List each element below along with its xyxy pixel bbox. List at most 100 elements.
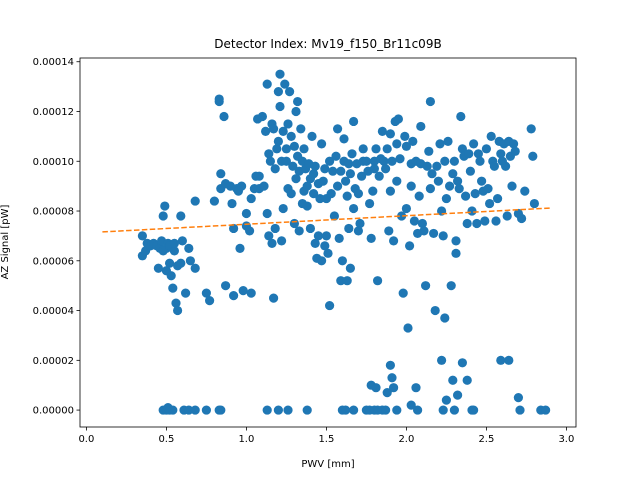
scatter-point xyxy=(299,144,309,154)
scatter-point xyxy=(333,181,343,191)
scatter-point xyxy=(400,131,410,141)
scatter-point xyxy=(281,144,291,154)
scatter-point xyxy=(309,169,319,179)
scatter-point xyxy=(435,139,445,149)
scatter-point xyxy=(336,166,346,176)
plot-frame xyxy=(79,57,577,428)
scatter-point xyxy=(446,281,456,291)
scatter-point xyxy=(353,226,363,236)
scatter-point xyxy=(425,184,435,194)
scatter-point xyxy=(397,211,407,221)
scatter-point xyxy=(457,144,467,154)
scatter-point xyxy=(342,276,352,286)
scatter-point xyxy=(357,171,367,181)
scatter-point xyxy=(310,161,320,171)
trend-line-layer xyxy=(102,207,551,233)
scatter-point xyxy=(214,94,224,104)
scatter-point xyxy=(262,208,272,219)
scatter-point xyxy=(341,405,351,415)
scatter-point xyxy=(393,114,403,124)
scatter-point xyxy=(392,176,402,186)
scatter-point xyxy=(465,166,475,176)
scatter-point xyxy=(288,161,298,171)
x-tick-label: 0.0 xyxy=(78,434,94,445)
scatter-point xyxy=(273,405,283,415)
scatter-point xyxy=(427,169,437,179)
scatter-point xyxy=(313,231,323,241)
scatter-point xyxy=(451,236,461,246)
scatter-point xyxy=(496,149,506,159)
scatter-point xyxy=(168,405,178,415)
scatter-point xyxy=(408,136,418,146)
scatter-point xyxy=(401,141,411,151)
scatter-point xyxy=(422,161,432,171)
scatter-point xyxy=(374,171,384,181)
scatter-point xyxy=(365,198,375,209)
scatter-point xyxy=(168,283,178,293)
scatter-point xyxy=(185,256,195,266)
scatter-point xyxy=(366,233,376,243)
scatter-point xyxy=(315,193,325,204)
scatter-point xyxy=(176,211,186,221)
scatter-point xyxy=(302,201,312,211)
scatter-point xyxy=(309,189,319,199)
scatter-point xyxy=(443,136,453,146)
scatter-point xyxy=(245,226,255,236)
scatter-point xyxy=(158,211,168,221)
scatter-point xyxy=(269,124,279,134)
scatter-point xyxy=(184,243,194,253)
scatter-point xyxy=(507,181,517,191)
x-axis-label: PWV [mm] xyxy=(301,459,354,470)
scatter-point xyxy=(425,96,435,107)
scatter-point xyxy=(317,256,327,266)
scatter-point xyxy=(510,146,520,156)
scatter-point xyxy=(321,231,331,241)
scatter-point xyxy=(275,69,285,79)
scatter-point xyxy=(368,186,378,196)
scatter-point xyxy=(320,164,330,174)
scatter-point xyxy=(270,223,280,234)
x-tick-label: 1.0 xyxy=(238,434,254,445)
scatter-point xyxy=(389,383,399,393)
scatter-point xyxy=(305,223,315,234)
scatter-point xyxy=(382,388,392,398)
scatter-point xyxy=(219,111,229,122)
scatter-point xyxy=(358,144,368,154)
scatter-point xyxy=(438,231,448,241)
scatter-point xyxy=(520,186,530,196)
scatter-point xyxy=(165,258,175,268)
scatter-point xyxy=(496,355,506,365)
scatter-point xyxy=(281,156,291,166)
scatter-point xyxy=(462,218,472,229)
scatter-point xyxy=(283,119,293,129)
scatter-point xyxy=(361,156,371,166)
scatter-point xyxy=(181,288,191,298)
scatter-point xyxy=(462,375,472,385)
scatter-point xyxy=(342,191,352,201)
scatter-point xyxy=(286,189,296,199)
scatter-point xyxy=(457,358,467,368)
scatter-point xyxy=(160,201,170,211)
scatter-point xyxy=(227,198,237,209)
scatter-point xyxy=(273,86,283,97)
scatter-point xyxy=(262,405,272,415)
scatter-point xyxy=(451,248,461,258)
scatter-point xyxy=(456,111,466,122)
scatter-point xyxy=(177,236,187,246)
scatter-point xyxy=(387,156,397,166)
scatter-point xyxy=(417,218,427,229)
y-tick-label: 0.00002 xyxy=(33,356,74,367)
scatter-point xyxy=(221,281,231,291)
scatter-point xyxy=(385,186,395,196)
scatter-point xyxy=(381,405,391,415)
scatter-point xyxy=(440,156,450,166)
scatter-point xyxy=(409,216,419,226)
scatter-point xyxy=(449,405,459,415)
scatter-point xyxy=(517,213,527,224)
scatter-point xyxy=(416,121,426,132)
scatter-point xyxy=(353,189,363,199)
scatter-point xyxy=(453,176,463,186)
scatter-point xyxy=(448,375,458,385)
scatter-point xyxy=(265,156,275,166)
scatter-point xyxy=(326,189,336,199)
